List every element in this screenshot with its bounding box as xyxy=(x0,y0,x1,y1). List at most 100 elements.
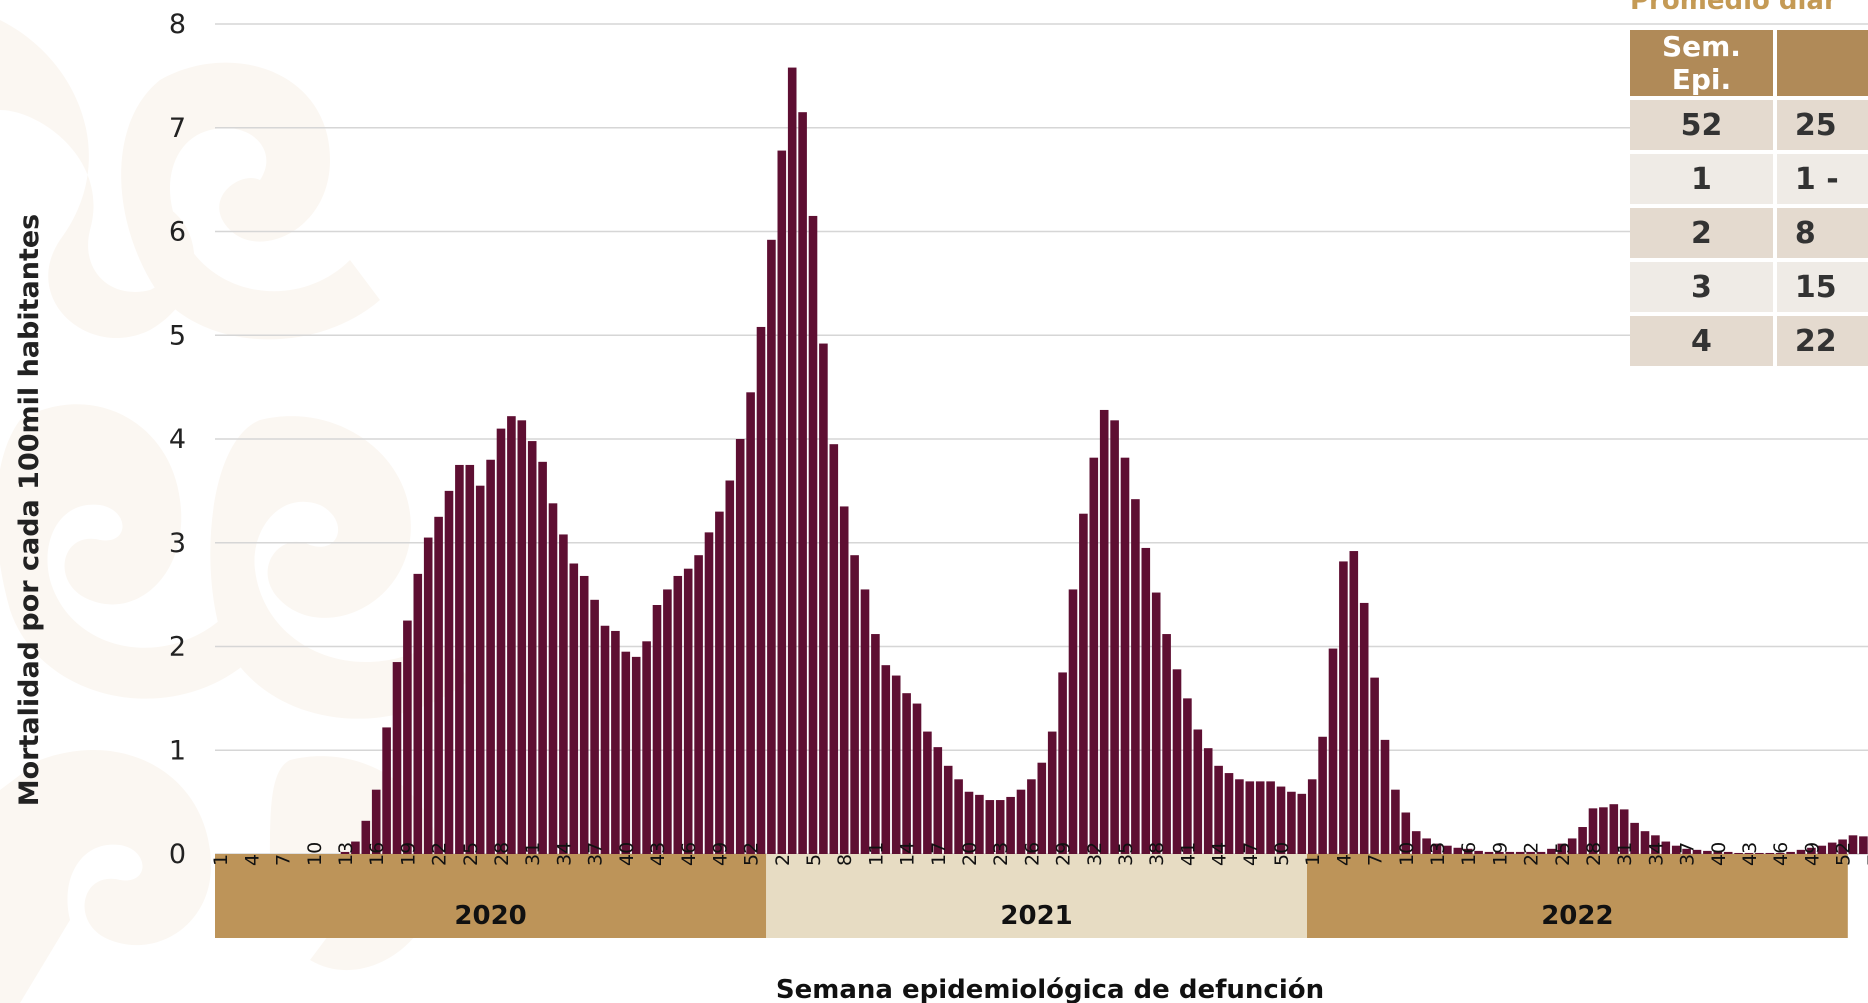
bar xyxy=(902,693,911,854)
bar xyxy=(1859,836,1868,854)
bar xyxy=(1328,648,1338,854)
table-header-dates xyxy=(1776,30,1868,96)
bar xyxy=(538,461,547,854)
bar xyxy=(1287,791,1296,854)
table-cell-dates: 22 xyxy=(1776,316,1868,366)
x-tick-label: 32 xyxy=(1084,842,1106,866)
bar xyxy=(777,150,787,854)
bar xyxy=(1775,852,1785,854)
x-tick-label: 49 xyxy=(709,842,731,866)
bar xyxy=(829,444,839,854)
bar xyxy=(1630,822,1639,854)
x-tick-label: 52 xyxy=(1833,842,1855,866)
bar xyxy=(1796,849,1806,854)
x-tick-label: 49 xyxy=(1801,842,1823,866)
bar xyxy=(850,555,859,854)
table-header-row: Sem. Epi. xyxy=(1630,30,1868,96)
bar xyxy=(1505,851,1515,854)
table-title: Promedio diar xyxy=(1630,0,1837,16)
bar xyxy=(611,630,620,854)
table-cell-dates: 15 xyxy=(1776,262,1868,312)
table-row: 4 22 xyxy=(1630,316,1868,366)
x-tick-label: 38 xyxy=(1146,842,1168,866)
x-tick-label: 31 xyxy=(1614,842,1636,866)
bar xyxy=(694,555,703,854)
year-band xyxy=(215,854,767,938)
bar xyxy=(933,747,943,854)
bar xyxy=(371,789,381,854)
table-cell-week: 2 xyxy=(1630,208,1777,258)
table-cell-week: 4 xyxy=(1630,316,1777,366)
bar xyxy=(1401,812,1411,854)
bar xyxy=(1703,850,1712,854)
bar xyxy=(1578,827,1587,854)
bar xyxy=(891,675,901,854)
bar xyxy=(340,851,350,854)
year-label: 2021 xyxy=(1000,901,1072,931)
x-tick-label: 1 xyxy=(210,854,232,866)
bar xyxy=(1848,835,1858,854)
bar xyxy=(1671,845,1681,854)
x-tick-label: 31 xyxy=(522,842,544,866)
x-tick-label: 46 xyxy=(678,842,700,866)
table-cell-dates: 1 - xyxy=(1776,154,1868,204)
bar xyxy=(1224,773,1234,854)
bar xyxy=(1079,513,1088,854)
bar xyxy=(642,641,651,854)
bar xyxy=(351,841,360,854)
bar xyxy=(1817,845,1827,854)
bar xyxy=(1037,762,1047,854)
table-row: 3 15 xyxy=(1630,262,1868,312)
bar xyxy=(1453,847,1463,854)
x-tick-label: 43 xyxy=(647,842,669,866)
bar xyxy=(704,532,714,854)
bar xyxy=(569,563,579,854)
background-watermark xyxy=(0,20,471,1003)
bar xyxy=(1089,457,1099,854)
x-tick-label: 23 xyxy=(990,842,1012,866)
bar xyxy=(507,416,516,854)
y-tick-label: 7 xyxy=(169,113,186,144)
bar xyxy=(1162,634,1171,854)
bar xyxy=(1151,592,1161,854)
bar xyxy=(1619,809,1629,854)
bar xyxy=(579,575,589,854)
year-label: 2022 xyxy=(1541,901,1613,931)
bar xyxy=(1110,420,1119,854)
bar xyxy=(465,464,475,854)
bar xyxy=(1193,729,1203,854)
bar xyxy=(1807,847,1816,854)
x-tick-label: 46 xyxy=(1770,842,1792,866)
bar xyxy=(1245,781,1255,854)
bar xyxy=(382,727,391,854)
y-tick-label: 0 xyxy=(169,839,186,870)
bar xyxy=(860,589,870,854)
bar xyxy=(1370,677,1379,854)
bar xyxy=(881,665,891,854)
x-tick-label: 4 xyxy=(1333,854,1355,866)
bar xyxy=(746,392,755,854)
bar xyxy=(1432,843,1442,854)
bar xyxy=(1307,779,1317,854)
bar xyxy=(1599,807,1608,854)
year-band xyxy=(766,854,1307,938)
bar xyxy=(1547,848,1556,854)
bar xyxy=(1276,786,1286,854)
year-label: 2020 xyxy=(454,901,526,931)
x-tick-label: 7 xyxy=(1864,854,1868,866)
x-tick-label: 16 xyxy=(366,842,388,866)
y-tick-label: 5 xyxy=(169,320,186,351)
bar xyxy=(923,731,932,854)
bar xyxy=(1526,851,1535,854)
x-tick-label: 7 xyxy=(273,854,295,866)
x-tick-label: 2 xyxy=(772,854,794,866)
bar xyxy=(1723,851,1733,854)
x-tick-label: 13 xyxy=(1427,842,1449,866)
bar xyxy=(1297,793,1307,854)
table-row: 52 25 xyxy=(1630,100,1868,150)
bar xyxy=(1006,796,1015,854)
bar xyxy=(735,439,745,854)
x-tick-label: 34 xyxy=(1645,842,1667,866)
bar xyxy=(985,800,995,854)
x-tick-label: 44 xyxy=(1209,842,1231,866)
